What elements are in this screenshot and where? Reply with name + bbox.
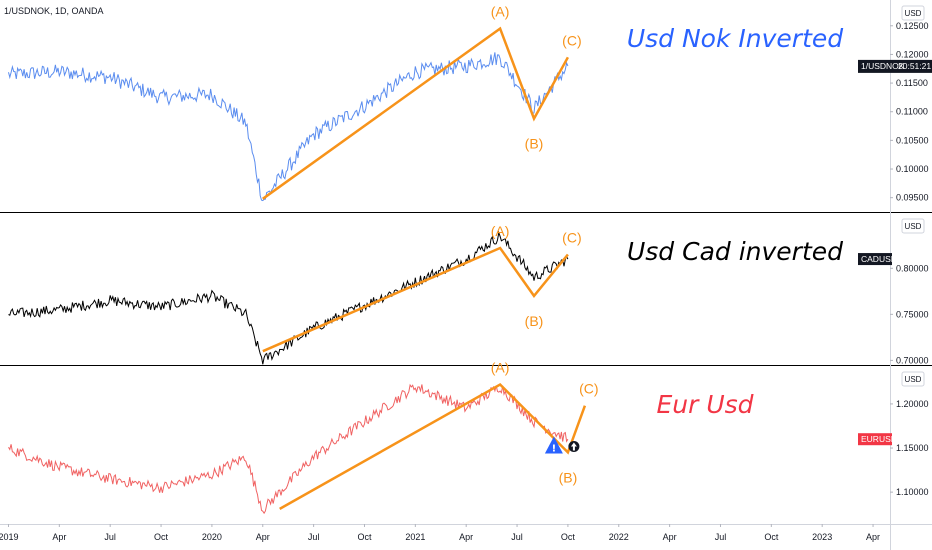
y-tick-label: 1.20000 [896, 399, 929, 409]
y-tick-label: 0.12000 [896, 49, 929, 59]
x-tick-label: Jul [308, 532, 320, 542]
unit-label: USD [905, 375, 922, 384]
wave-label: (C) [579, 381, 598, 397]
x-tick-label: Oct [561, 532, 576, 542]
y-tick-label: 0.10500 [896, 135, 929, 145]
x-tick-label: Oct [764, 532, 779, 542]
wave-label: (C) [562, 32, 581, 48]
x-tick-label: 2020 [202, 532, 222, 542]
last-price-tag [858, 433, 892, 446]
x-tick-label: Apr [866, 532, 880, 542]
y-tick-label: 0.09500 [896, 193, 929, 203]
unit-button[interactable] [901, 5, 925, 21]
wave-trendline[interactable] [262, 246, 569, 353]
y-tick-label: 0.80000 [896, 263, 929, 273]
y-tick-label: 1.15000 [896, 443, 929, 453]
wave-label: (B) [525, 136, 544, 152]
annotation-text: Eur Usd [656, 390, 753, 419]
annotation-text: Usd Nok Inverted [627, 24, 843, 53]
y-tick-label: 1.10000 [896, 487, 929, 497]
x-tick-label: 2019 [0, 532, 18, 542]
x-tick-label: Apr [459, 532, 473, 542]
y-tick-label: 0.70000 [896, 355, 929, 365]
last-price-tag [858, 59, 932, 73]
wave-label: (B) [559, 469, 578, 485]
wave-trendline[interactable] [279, 382, 587, 510]
x-tick-label: Apr [256, 532, 270, 542]
chart-title: 1/USDNOK, 1D, OANDA [4, 6, 104, 16]
price-line-cadusd [8, 230, 569, 365]
y-tick-label: 0.11000 [896, 107, 928, 117]
wave-label: (A) [491, 223, 510, 239]
svg-text:!: ! [552, 443, 557, 454]
y-tick-label: 0.10000 [896, 164, 929, 174]
price-line-eurusd [8, 383, 569, 515]
pane-eurusd[interactable]: (A) (B) (C) Eur Usd 1.20000 1.15000 1.10000 USD… [8, 360, 929, 515]
wave-trendline[interactable] [262, 26, 569, 200]
x-tick-label: 2023 [812, 532, 832, 542]
last-price-tag-symbol: CADUSD [861, 254, 897, 264]
unit-button[interactable] [901, 218, 925, 234]
x-tick-label: Apr [663, 532, 677, 542]
x-tick-label: Oct [357, 532, 372, 542]
unit-label: USD [905, 222, 922, 231]
annotation-text: Usd Cad inverted [627, 237, 843, 266]
last-price-tag [858, 253, 892, 266]
pane-usdnok[interactable]: (A) (B) (C) Usd Nok Inverted 0.12500 0.12000 0… [8, 4, 932, 203]
unit-button[interactable] [901, 371, 925, 387]
y-tick-label: 0.12500 [896, 21, 929, 31]
arrow-up-icon[interactable] [568, 440, 580, 452]
x-tick-label: Jul [511, 532, 523, 542]
wave-label: (A) [491, 360, 510, 376]
x-tick-label: 2022 [609, 532, 629, 542]
y-tick-label: 0.11500 [896, 78, 928, 88]
y-tick-label: 0.75000 [896, 309, 929, 319]
price-line-usdnok [8, 52, 569, 202]
x-tick-label: Apr [52, 532, 66, 542]
wave-label: (A) [491, 4, 510, 20]
last-price-tag-symbol: 1/USDNOK [861, 61, 905, 71]
bar-countdown: 20:51:21 [898, 61, 931, 71]
wave-label: (B) [525, 313, 544, 329]
last-price-tag-symbol: EURUSD [861, 434, 897, 444]
unit-label: USD [905, 9, 922, 18]
x-tick-label: Oct [154, 532, 169, 542]
x-tick-label: 2021 [405, 532, 425, 542]
wave-label: (C) [562, 229, 581, 245]
pane-cadusd[interactable]: (A) (B) (C) Usd Cad inverted 0.80000 0.75000 0… [8, 218, 929, 365]
x-tick-label: Jul [104, 532, 116, 542]
warning-icon[interactable]: ! [544, 436, 563, 454]
x-tick-label: Jul [715, 532, 727, 542]
